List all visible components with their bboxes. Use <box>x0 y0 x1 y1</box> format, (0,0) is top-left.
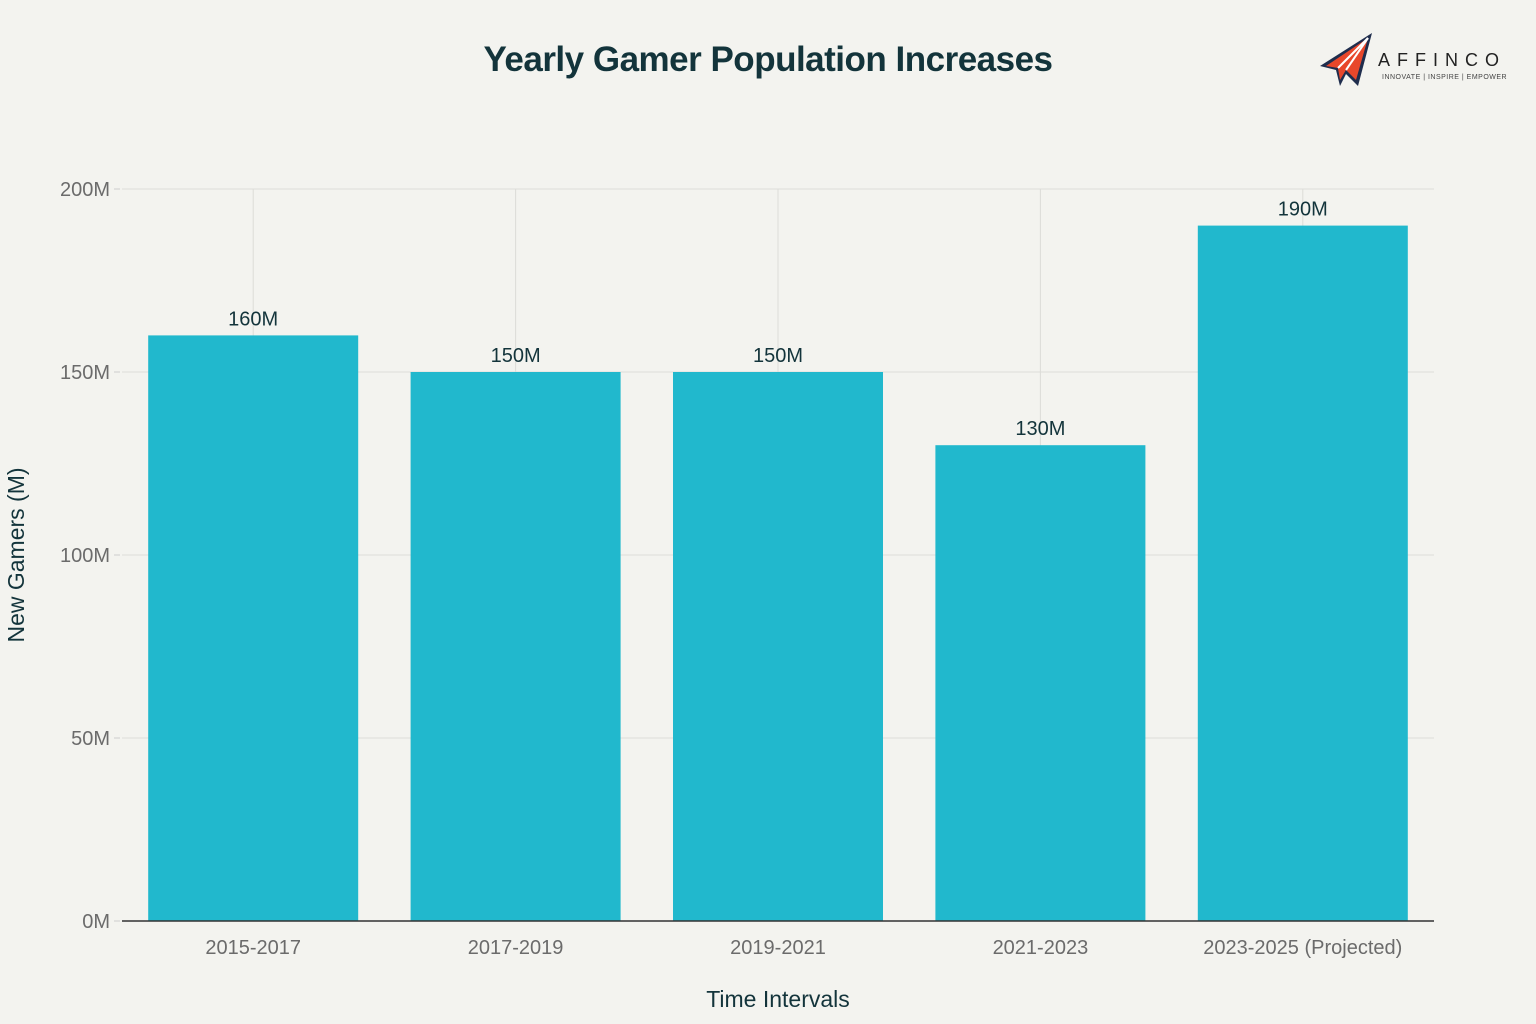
y-tick-label: 150M <box>60 362 110 384</box>
x-tick-label: 2017-2019 <box>468 937 564 959</box>
bar <box>148 335 359 921</box>
x-tick-label: 2021-2023 <box>993 937 1089 959</box>
affinco-logo: AFFINCO INNOVATE | INSPIRE | EMPOWER <box>1316 30 1516 92</box>
bar <box>673 372 883 921</box>
data-label: 160M <box>228 308 278 330</box>
bar <box>1197 225 1408 922</box>
logo-tagline: INNOVATE | INSPIRE | EMPOWER <box>1382 74 1508 81</box>
y-tick-label: 100M <box>60 545 110 567</box>
y-tick-label: 50M <box>71 728 110 750</box>
data-label: 150M <box>491 345 541 367</box>
data-label: 190M <box>1278 199 1328 221</box>
data-label: 150M <box>753 345 803 367</box>
y-tick-label: 0M <box>82 911 110 933</box>
bar <box>935 445 1146 921</box>
logo-name: AFFINCO <box>1378 50 1506 70</box>
x-tick-label: 2023-2025 (Projected) <box>1203 937 1402 959</box>
bar <box>410 372 621 921</box>
x-axis-label: Time Intervals <box>706 986 850 1012</box>
chart-title: Yearly Gamer Population Increases <box>483 40 1053 79</box>
y-tick-label: 200M <box>60 179 110 201</box>
x-tick-label: 2015-2017 <box>205 937 301 959</box>
data-label: 130M <box>1015 418 1065 440</box>
paper-plane-icon <box>1320 33 1372 86</box>
x-tick-label: 2019-2021 <box>730 937 826 959</box>
y-axis-label: New Gamers (M) <box>3 467 29 642</box>
